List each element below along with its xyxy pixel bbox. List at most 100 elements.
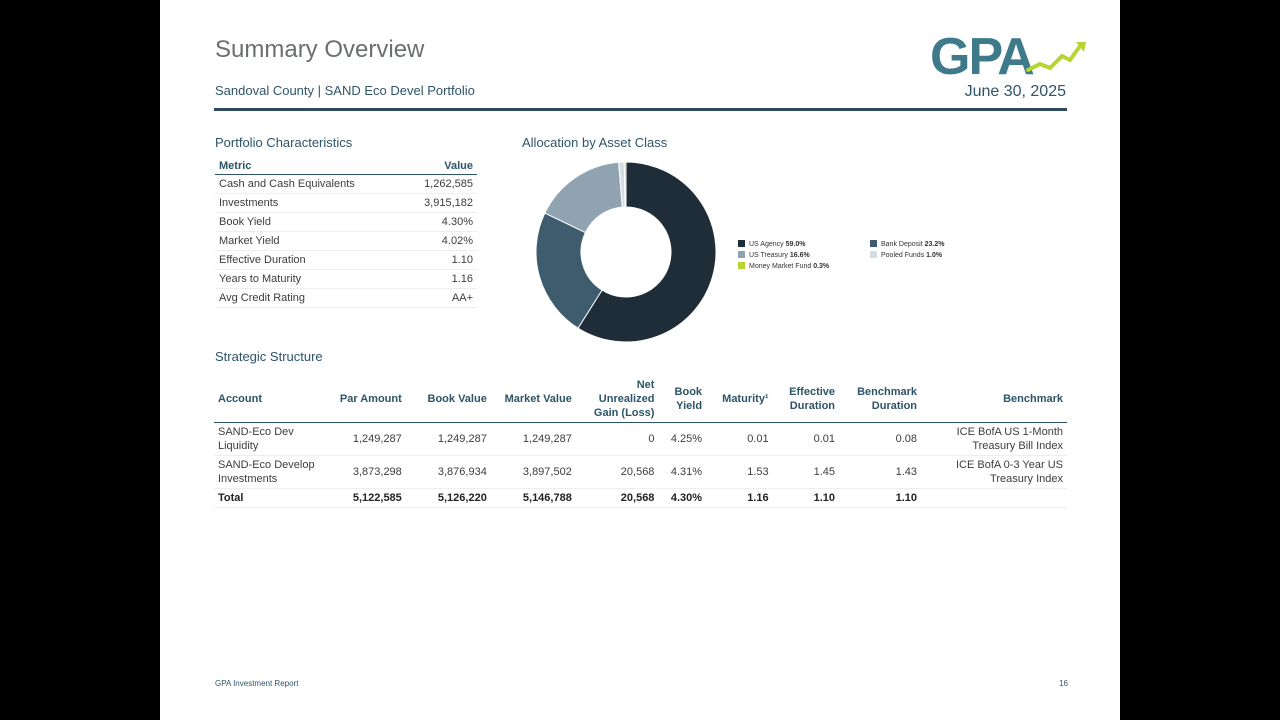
cell-par: 1,249,287 xyxy=(320,422,406,456)
report-date: June 30, 2025 xyxy=(964,83,1066,100)
legend-swatch xyxy=(738,251,745,258)
metric-name: Market Yield xyxy=(215,231,403,251)
column-header-metric: Metric xyxy=(215,157,403,175)
legend-item: US Treasury 16.6% xyxy=(738,251,810,259)
legend-value: 0.3% xyxy=(813,263,830,270)
table-row: Years to Maturity 1.16 xyxy=(215,269,477,289)
legend-label: Bank Deposit xyxy=(881,241,923,248)
portfolio-section-title: Portfolio Characteristics xyxy=(215,135,353,150)
column-header-par: Par Amount xyxy=(320,376,406,423)
logo-text: GPA xyxy=(930,28,1034,80)
cell-market: 5,146,788 xyxy=(490,488,576,508)
metric-name: Years to Maturity xyxy=(215,269,403,289)
donut-slice-us-agency xyxy=(577,161,717,343)
table-row: Cash and Cash Equivalents 1,262,585 xyxy=(215,174,477,194)
legend-item: Bank Deposit 23.2% xyxy=(870,240,944,248)
table-row: Avg Credit Rating AA+ xyxy=(215,288,477,308)
cell-bm_dur: 1.10 xyxy=(839,488,922,508)
metric-value: 1,262,585 xyxy=(402,174,477,194)
legend-label: Pooled Funds xyxy=(881,252,925,259)
legend-value: 59.0% xyxy=(785,241,806,248)
cell-par: 3,873,298 xyxy=(320,455,406,489)
portfolio-characteristics-table: Metric Value Cash and Cash Equivalents 1,… xyxy=(215,157,477,308)
report-slide: Summary Overview Sandoval County | SAND … xyxy=(160,0,1120,720)
cell-gain: 20,568 xyxy=(575,455,659,489)
cell-gain: 20,568 xyxy=(575,488,659,508)
donut-slice-bank-deposit xyxy=(535,212,603,329)
header-rule xyxy=(214,108,1067,111)
column-header-book: Book Value xyxy=(405,376,491,423)
column-header-account: Account xyxy=(214,376,321,423)
strategic-section-title: Strategic Structure xyxy=(215,349,323,364)
cell-maturity: 0.01 xyxy=(706,422,773,456)
cell-book: 3,876,934 xyxy=(405,455,491,489)
column-header-gain: Net Unrealized Gain (Loss) xyxy=(575,376,659,423)
cell-benchmark xyxy=(921,488,1067,508)
cell-market: 1,249,287 xyxy=(490,422,576,456)
page-subtitle: Sandoval County | SAND Eco Devel Portfol… xyxy=(215,83,475,98)
cell-gain: 0 xyxy=(575,422,659,456)
legend-label: US Treasury xyxy=(749,252,788,259)
cell-benchmark: ICE BofA 0-3 Year US Treasury Index xyxy=(921,455,1067,489)
cell-eff_dur: 1.45 xyxy=(772,455,840,489)
donut-slice-money-market-fund xyxy=(623,161,627,208)
footer-text: GPA Investment Report xyxy=(215,679,299,688)
column-header-maturity: Maturity¹ xyxy=(706,376,773,423)
table-row: Market Yield 4.02% xyxy=(215,231,477,251)
gpa-logo: GPA xyxy=(930,28,1086,80)
metric-value: 1.10 xyxy=(402,250,477,270)
strategic-structure-table: Account Par Amount Book Value Market Value N… xyxy=(214,376,1067,508)
metric-value: 4.02% xyxy=(402,231,477,251)
metric-name: Investments xyxy=(215,193,403,213)
cell-book: 1,249,287 xyxy=(405,422,491,456)
column-header-bm_dur: Benchmark Duration xyxy=(839,376,922,423)
metric-name: Cash and Cash Equivalents xyxy=(215,174,403,194)
column-header-market: Market Value xyxy=(490,376,576,423)
cell-bm_dur: 0.08 xyxy=(839,422,922,456)
cell-par: 5,122,585 xyxy=(320,488,406,508)
allocation-donut-chart xyxy=(535,161,717,343)
legend-item: Money Market Fund 0.3% xyxy=(738,262,829,270)
legend-swatch xyxy=(738,240,745,247)
cell-yield: 4.25% xyxy=(658,422,707,456)
allocation-section-title: Allocation by Asset Class xyxy=(522,135,668,150)
legend-swatch xyxy=(738,262,745,269)
legend-item: Pooled Funds 1.0% xyxy=(870,251,942,259)
cell-book: 5,126,220 xyxy=(405,488,491,508)
total-row: Total 5,122,585 5,126,220 5,146,788 20,568 4.… xyxy=(214,488,1067,508)
cell-market: 3,897,502 xyxy=(490,455,576,489)
cell-eff_dur: 0.01 xyxy=(772,422,840,456)
metric-name: Avg Credit Rating xyxy=(215,288,403,308)
metric-value: 4.30% xyxy=(402,212,477,232)
column-header-eff_dur: Effective Duration xyxy=(772,376,840,423)
column-header-yield: Book Yield xyxy=(658,376,707,423)
legend-item: US Agency 59.0% xyxy=(738,240,805,248)
table-row: SAND-Eco Develop Investments 3,873,298 3,8… xyxy=(214,455,1067,489)
cell-benchmark: ICE BofA US 1-Month Treasury Bill Index xyxy=(921,422,1067,456)
legend-value: 1.0% xyxy=(926,252,943,259)
table-row: Investments 3,915,182 xyxy=(215,193,477,213)
logo-chart-line xyxy=(1026,44,1082,72)
legend-value: 23.2% xyxy=(924,241,945,248)
cell-account: SAND-Eco Dev Liquidity xyxy=(214,422,321,456)
legend-value: 16.6% xyxy=(789,252,810,259)
column-header-value: Value xyxy=(402,157,477,175)
metric-value: 1.16 xyxy=(402,269,477,289)
metric-name: Book Yield xyxy=(215,212,403,232)
page-title: Summary Overview xyxy=(215,36,425,63)
metric-value: 3,915,182 xyxy=(402,193,477,213)
cell-eff_dur: 1.10 xyxy=(772,488,840,508)
table-row: SAND-Eco Dev Liquidity 1,249,287 1,249,287… xyxy=(214,422,1067,456)
table-row: Effective Duration 1.10 xyxy=(215,250,477,270)
table-row: Book Yield 4.30% xyxy=(215,212,477,232)
page-number: 16 xyxy=(1059,679,1068,688)
cell-bm_dur: 1.43 xyxy=(839,455,922,489)
legend-label: US Agency xyxy=(749,241,784,248)
cell-maturity: 1.53 xyxy=(706,455,773,489)
cell-yield: 4.30% xyxy=(658,488,707,508)
legend-label: Money Market Fund xyxy=(749,263,812,270)
metric-name: Effective Duration xyxy=(215,250,403,270)
legend-swatch xyxy=(870,240,877,247)
cell-yield: 4.31% xyxy=(658,455,707,489)
legend-swatch xyxy=(870,251,877,258)
